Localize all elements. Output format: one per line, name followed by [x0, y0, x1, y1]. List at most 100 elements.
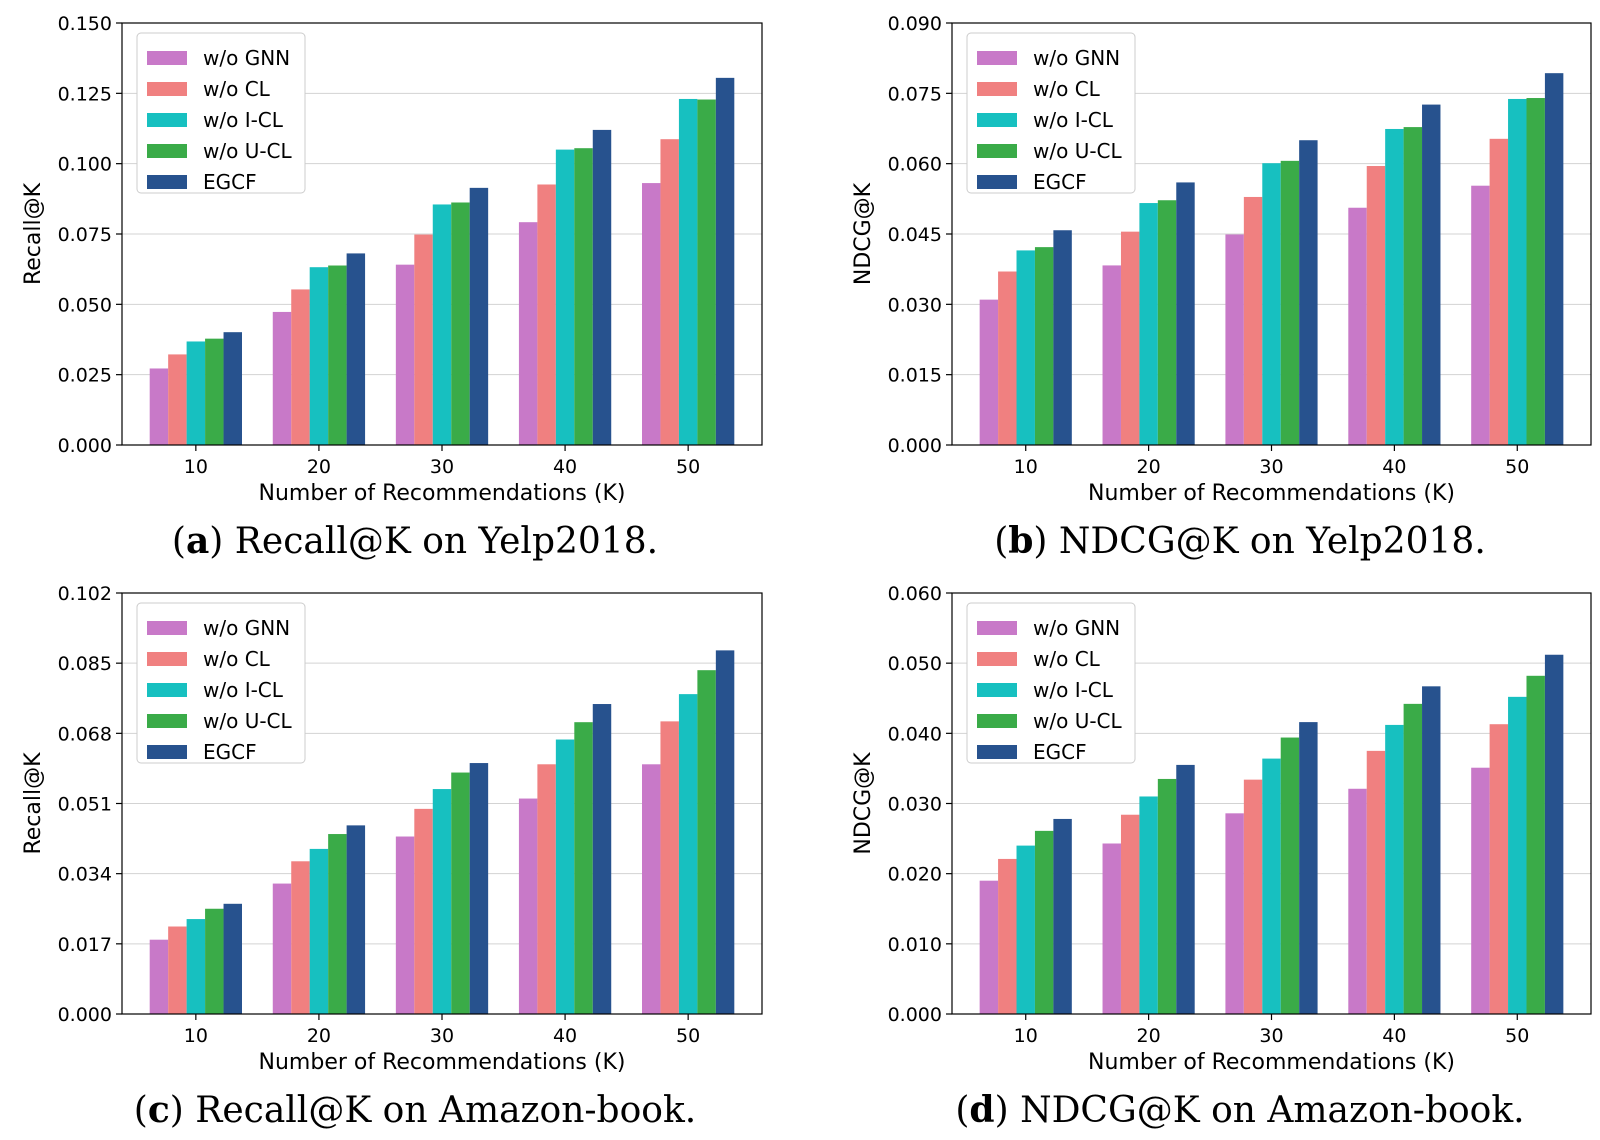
chart-panel-2: 0.000 0.015 0.030 0.045 0.060 0.075 0.090 10 20 3… — [851, 13, 1592, 562]
legend-swatch — [977, 745, 1017, 759]
y-tick-label: 0.000 — [58, 1004, 112, 1026]
legend-label: w/o CL — [203, 647, 271, 671]
legend-swatch — [147, 745, 187, 759]
legend-swatch — [977, 714, 1017, 728]
caption-paren: ( — [134, 1090, 148, 1131]
bar — [149, 939, 169, 1014]
legend-label: w/o GNN — [1033, 616, 1120, 640]
x-tick-label: 30 — [430, 1025, 454, 1047]
legend-swatch — [977, 683, 1017, 697]
bar — [642, 183, 661, 445]
y-axis-label: Recall@K — [21, 752, 46, 855]
caption-paren: ( — [955, 1090, 969, 1131]
legend-swatch — [977, 652, 1017, 666]
y-axis-label: Recall@K — [21, 182, 46, 285]
bar — [414, 808, 433, 1014]
legend-label: w/o GNN — [203, 46, 290, 70]
bar — [328, 265, 347, 445]
bar — [1508, 696, 1527, 1014]
bar — [1422, 104, 1441, 445]
y-tick-label: 0.060 — [888, 583, 942, 605]
bar — [537, 184, 556, 445]
bar — [1385, 724, 1404, 1014]
panel-caption: (d) NDCG@K on Amazon-book. — [955, 1089, 1524, 1131]
bar — [1120, 814, 1140, 1014]
bar — [979, 299, 999, 445]
y-axis-label: NDCG@K — [851, 752, 876, 855]
legend-label: EGCF — [203, 170, 257, 194]
bar — [395, 836, 415, 1014]
caption-paren: ) — [1033, 521, 1047, 562]
bar — [469, 187, 489, 445]
legend: w/o GNN w/o CL w/o I-CL w/o U-CL EGCF — [136, 32, 306, 194]
legend-label: w/o U-CL — [203, 709, 293, 733]
x-tick-label: 20 — [1137, 1025, 1161, 1047]
legend-label: w/o U-CL — [1033, 709, 1123, 733]
bar — [1157, 778, 1177, 1014]
legend-label: w/o CL — [203, 77, 271, 101]
caption-paren: ) — [209, 521, 223, 562]
bar — [1471, 767, 1490, 1014]
x-tick-label: 30 — [430, 456, 454, 478]
bar — [1102, 265, 1121, 445]
legend-label: w/o U-CL — [203, 139, 293, 163]
bar — [1243, 196, 1263, 445]
bar — [186, 919, 206, 1014]
x-tick-label: 20 — [1137, 456, 1161, 478]
bar — [291, 289, 310, 445]
bar — [1471, 185, 1490, 445]
legend-label: w/o I-CL — [203, 678, 284, 702]
legend-swatch — [977, 621, 1017, 635]
caption-text: NDCG@K on Yelp2018. — [1047, 521, 1485, 562]
x-tick-label: 40 — [553, 456, 577, 478]
y-tick-label: 0.025 — [58, 365, 112, 387]
bar — [1157, 200, 1177, 445]
legend-label: w/o I-CL — [1033, 678, 1114, 702]
bar — [1348, 788, 1367, 1014]
legend-label: w/o I-CL — [1033, 108, 1114, 132]
bar — [1139, 796, 1158, 1014]
bar — [574, 722, 593, 1014]
bar — [451, 772, 470, 1014]
bar — [555, 739, 575, 1014]
bar — [1366, 166, 1386, 445]
bar — [1280, 160, 1300, 445]
x-tick-label: 20 — [307, 456, 331, 478]
x-tick-label: 50 — [676, 1025, 700, 1047]
caption-text: Recall@K on Yelp2018. — [223, 521, 658, 562]
bar — [205, 338, 224, 445]
y-tick-label: 0.150 — [58, 13, 112, 35]
bar — [660, 139, 679, 445]
y-tick-label: 0.020 — [888, 864, 942, 886]
chart-panel-1: 0.000 0.025 0.050 0.075 0.100 0.125 0.150 10 20 3… — [21, 13, 763, 562]
y-tick-label: 0.075 — [58, 224, 112, 246]
bar — [149, 368, 169, 445]
bar — [715, 650, 735, 1014]
legend-swatch — [147, 714, 187, 728]
bar — [998, 858, 1017, 1014]
bar — [1526, 675, 1545, 1014]
x-tick-label: 10 — [184, 456, 208, 478]
x-tick-label: 20 — [307, 1025, 331, 1047]
bar — [1102, 843, 1121, 1014]
legend-swatch — [977, 51, 1017, 65]
panel-caption: (c) Recall@K on Amazon-book. — [134, 1089, 696, 1131]
legend-label: EGCF — [1033, 170, 1087, 194]
bar — [328, 834, 347, 1014]
x-axis-label: Number of Recommendations (K) — [259, 481, 626, 506]
caption-letter: a — [186, 520, 209, 562]
legend-label: w/o CL — [1033, 77, 1101, 101]
bar — [414, 234, 433, 445]
bar — [1403, 127, 1423, 446]
panel-caption: (b) NDCG@K on Yelp2018. — [994, 520, 1486, 562]
bar — [1034, 830, 1054, 1014]
bar — [1348, 207, 1367, 445]
bar — [1508, 98, 1527, 446]
bar — [186, 341, 206, 445]
caption-paren: ( — [172, 521, 186, 562]
y-tick-label: 0.015 — [888, 365, 942, 387]
bar — [272, 311, 292, 445]
caption-letter: c — [148, 1089, 170, 1131]
x-tick-label: 40 — [1382, 1025, 1406, 1047]
y-tick-label: 0.050 — [888, 653, 942, 675]
